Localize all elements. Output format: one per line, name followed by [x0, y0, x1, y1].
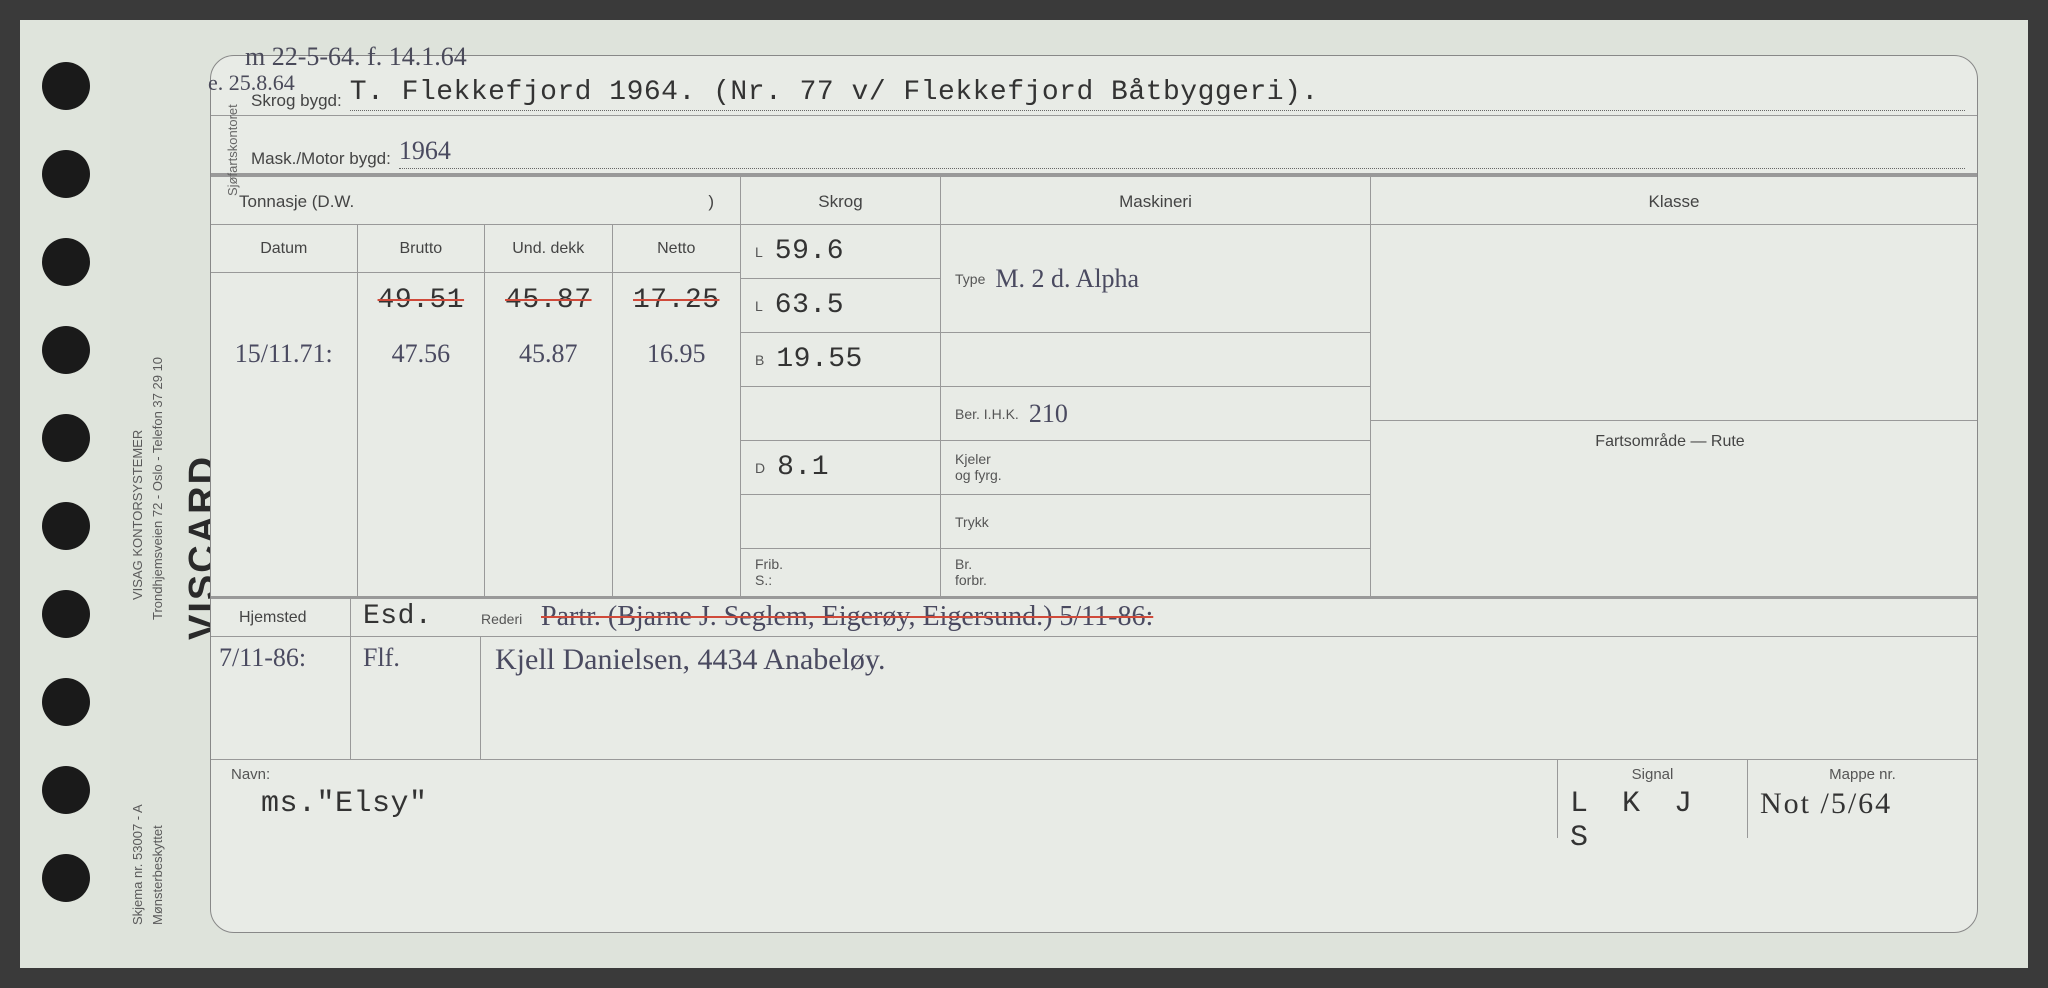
- fartsomrade-label: Fartsområde — Rute: [1595, 433, 1744, 451]
- motor-bygd-label: Mask./Motor bygd:: [251, 149, 391, 169]
- punch-hole: [42, 854, 90, 902]
- cell: 49.51: [378, 285, 465, 316]
- hjemsted-date2: 7/11-86:: [219, 643, 342, 673]
- frib-label: Frib. S.:: [755, 557, 783, 588]
- rederi-line1: Partr. (Bjarne J. Seglem, Eigerøy, Eiger…: [541, 601, 1153, 633]
- mappe-box: Mappe nr. Not /5/64: [1747, 760, 1977, 838]
- monster-line: Mønsterbeskyttet: [150, 825, 165, 925]
- skrog-bygd-row: Skrog bygd: T. Flekkefjord 1964. (Nr. 77…: [211, 56, 1977, 116]
- maskineri-header: Maskineri: [941, 177, 1370, 225]
- skrog-column: Skrog L 59.6 L 63.5 B 19.55 D 8.1 Frib. S.:: [741, 177, 941, 596]
- b-value: 19.55: [776, 344, 863, 375]
- maskineri-column: Maskineri Type M. 2 d. Alpha Ber. I.H.K. 2…: [941, 177, 1371, 596]
- motor-bygd-value: 1964: [399, 136, 451, 166]
- signal-label: Signal: [1570, 766, 1735, 783]
- lpp-value: 63.5: [775, 290, 844, 321]
- klasse-column: Klasse Fartsområde — Rute: [1371, 177, 1977, 596]
- cell: 16.95: [647, 339, 706, 369]
- tonnage-column: Tonnasje (D.W. ) Datum Brutto Und. dekk …: [211, 177, 741, 596]
- punch-hole: [42, 766, 90, 814]
- punch-hole: [42, 150, 90, 198]
- navn-value: ms."Elsy": [261, 787, 1543, 821]
- hjemsted-header-row: Hjemsted Esd. Rederi Partr. (Bjarne J. S…: [211, 599, 1977, 637]
- cell: 45.87: [519, 339, 578, 369]
- ihk-value: 210: [1029, 399, 1068, 429]
- cell: 17.25: [633, 285, 720, 316]
- page: Skjema nr. 53007 - A VISAG KONTORSYSTEME…: [20, 20, 2028, 968]
- rederi-line2: Kjell Danielsen, 4434 Anabeløy.: [495, 643, 1963, 677]
- hjemsted-row1-mid: Esd.: [363, 601, 432, 632]
- company-line: VISAG KONTORSYSTEMER: [130, 430, 145, 600]
- punch-hole: [42, 62, 90, 110]
- punch-hole-strip: [20, 20, 110, 968]
- mappe-label: Mappe nr.: [1760, 766, 1965, 783]
- punch-hole: [42, 590, 90, 638]
- punch-hole: [42, 502, 90, 550]
- kjeler-label: Kjeler og fyrg.: [955, 452, 1002, 483]
- d-value: 8.1: [777, 452, 829, 483]
- sub-unddekk: Und. dekk: [485, 225, 612, 272]
- main-table: Tonnasje (D.W. ) Datum Brutto Und. dekk …: [211, 174, 1977, 599]
- punch-hole: [42, 678, 90, 726]
- sub-datum: Datum: [211, 225, 358, 272]
- hjemsted-mid2: Flf.: [363, 643, 468, 673]
- navn-label: Navn:: [231, 766, 1543, 783]
- tonnage-subheader: Datum Brutto Und. dekk Netto: [211, 225, 740, 273]
- navn-box: Navn: ms."Elsy": [211, 760, 1557, 838]
- type-label: Type: [955, 271, 985, 287]
- index-card: Sjøfartskontoret Skrog bygd: T. Flekkefj…: [210, 55, 1978, 933]
- cell: 45.87: [505, 285, 592, 316]
- ihk-label: Ber. I.H.K.: [955, 406, 1019, 422]
- l-value: 59.6: [775, 236, 844, 267]
- form-number: Skjema nr. 53007 - A: [130, 804, 145, 925]
- tonnage-header: Tonnasje (D.W. ): [211, 177, 740, 225]
- type-value: M. 2 d. Alpha: [995, 264, 1139, 294]
- signal-value: L K J S: [1570, 787, 1735, 855]
- bottom-row: Navn: ms."Elsy" Signal L K J S Mappe nr.…: [211, 760, 1977, 838]
- hjemsted-body: 7/11-86: Flf. Kjell Danielsen, 4434 Anab…: [211, 637, 1977, 759]
- punch-hole: [42, 238, 90, 286]
- punch-hole: [42, 326, 90, 374]
- b-label: B: [755, 352, 764, 368]
- l-label: L: [755, 244, 763, 260]
- tonnage-body: 15/11.71: 49.51 47.56 45.87 45.87 17.25 …: [211, 273, 740, 596]
- address-line: Trondhjemsveien 72 - Oslo - Telefon 37 2…: [150, 357, 165, 620]
- cell: 47.56: [392, 339, 451, 369]
- klasse-header: Klasse: [1371, 177, 1977, 225]
- skrog-bygd-value: T. Flekkefjord 1964. (Nr. 77 v/ Flekkefj…: [350, 77, 1319, 108]
- lpp-label: L: [755, 298, 763, 314]
- signal-box: Signal L K J S: [1557, 760, 1747, 838]
- punch-hole: [42, 414, 90, 462]
- sjofartskontoret-label: Sjøfartskontoret: [225, 104, 240, 196]
- rederi-label: Rederi: [481, 611, 522, 627]
- klasse-empty: [1371, 225, 1977, 421]
- d-label: D: [755, 460, 765, 476]
- tonnage-header-text: Tonnasje (D.W.: [239, 192, 354, 212]
- margin-print: Skjema nr. 53007 - A VISAG KONTORSYSTEME…: [112, 20, 207, 968]
- cell: 15/11.71:: [235, 339, 333, 369]
- trykk-label: Trykk: [955, 514, 989, 530]
- hjemsted-label: Hjemsted: [211, 599, 351, 636]
- hand-annotation-top2: e. 25.8.64: [208, 70, 295, 96]
- mappe-value: Not /5/64: [1760, 787, 1965, 821]
- sub-brutto: Brutto: [358, 225, 485, 272]
- motor-bygd-row: Mask./Motor bygd: 1964: [211, 116, 1977, 174]
- tonnage-header-close: ): [708, 192, 714, 212]
- skrog-header: Skrog: [741, 177, 940, 225]
- hand-annotation-top: m 22-5-64. f. 14.1.64: [245, 42, 467, 72]
- br-label: Br. forbr.: [955, 557, 987, 588]
- sub-netto: Netto: [613, 225, 740, 272]
